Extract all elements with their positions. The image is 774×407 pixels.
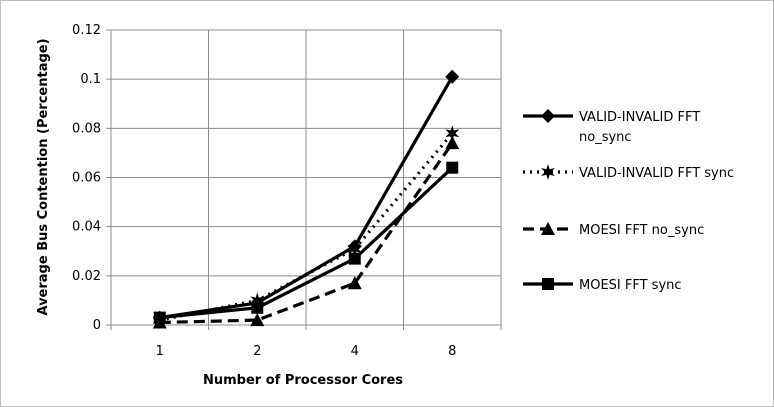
data-point-series-3 [445, 136, 460, 150]
legend-marker-2 [541, 164, 555, 180]
data-point-series-4 [446, 161, 459, 174]
data-point-series-2 [347, 240, 362, 257]
y-axis-title: Average Bus Contention (Percentage) [36, 38, 51, 315]
y-tick-label: 0.06 [72, 171, 101, 186]
x-tick-label: 1 [156, 344, 164, 359]
x-axis-title: Number of Processor Cores [203, 373, 403, 388]
y-tick-label: 0.02 [72, 269, 101, 284]
x-tick-label: 8 [448, 344, 456, 359]
legend-label-2: VALID-INVALID FFT sync [579, 166, 734, 181]
data-point-series-4 [153, 311, 166, 324]
data-point-series-2 [250, 292, 265, 309]
data-point-series-2 [445, 125, 460, 142]
series-line-2 [159, 132, 454, 322]
data-point-series-1 [445, 69, 460, 84]
legend-marker-4 [542, 278, 554, 290]
y-tick-label: 0.1 [80, 72, 101, 87]
data-point-series-3 [250, 313, 265, 327]
x-tick-label: 2 [253, 344, 261, 359]
y-tick-label: 0.12 [72, 23, 101, 38]
y-tick-label: 0.04 [72, 220, 101, 235]
y-tick-label: 0.08 [72, 121, 101, 136]
data-point-series-4 [251, 301, 264, 314]
legend-marker-1 [541, 109, 555, 123]
legend-marker-3 [541, 222, 555, 235]
legend-label-1: no_sync [579, 130, 632, 145]
x-tick-label: 4 [351, 344, 359, 359]
data-point-series-4 [348, 252, 361, 265]
y-tick-label: 0 [93, 318, 101, 333]
legend-label-1: VALID-INVALID FFT [579, 110, 700, 125]
series-line-4 [159, 166, 454, 320]
legend-label-4: MOESI FFT sync [579, 278, 682, 293]
legend-label-3: MOESI FFT no_sync [579, 223, 704, 238]
data-point-series-3 [347, 276, 362, 290]
